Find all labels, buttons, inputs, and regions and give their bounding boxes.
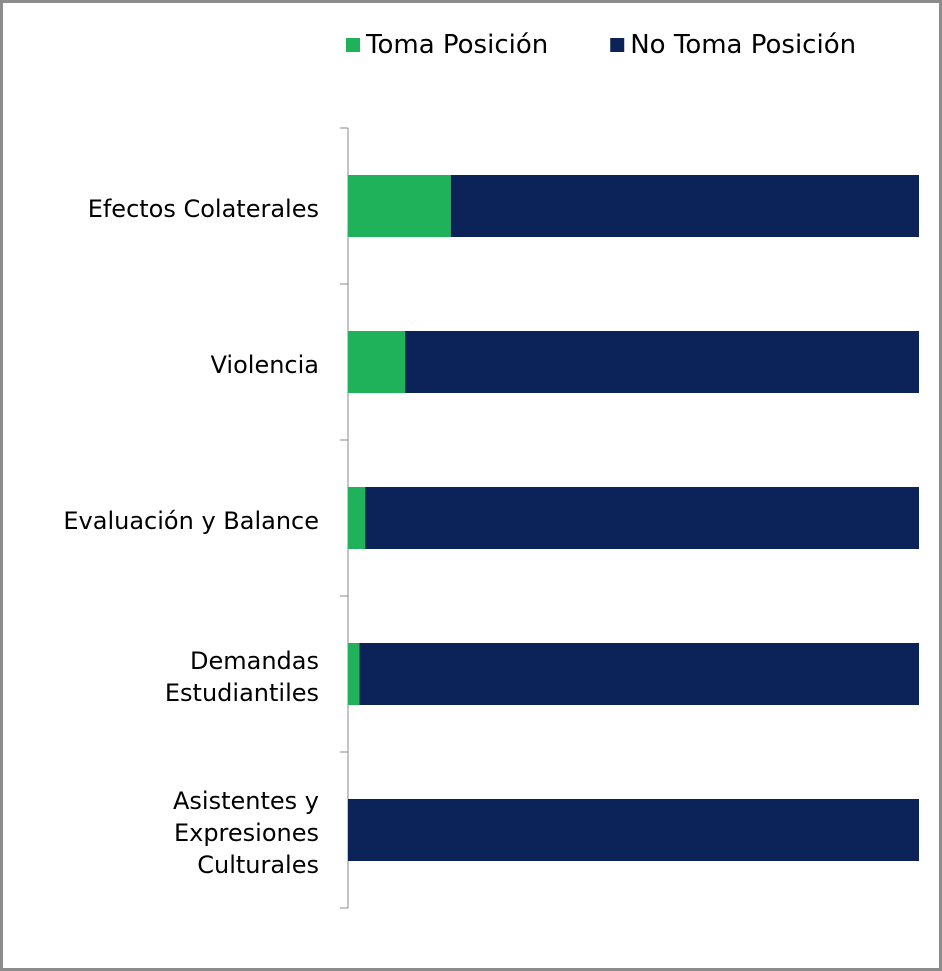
category-label: Efectos Colaterales — [87, 195, 319, 223]
legend-swatch — [346, 38, 360, 52]
bar-segment — [348, 643, 360, 705]
legend-label: Toma Posición — [365, 30, 548, 60]
bar-segment — [348, 175, 451, 237]
bar-segment — [359, 643, 919, 705]
category-label: Violencia — [210, 351, 319, 379]
category-label: Demandas Estudiantiles — [164, 647, 319, 707]
category-label: Evaluación y Balance — [63, 507, 319, 535]
category-label: Asistentes y Expresiones Culturales — [173, 787, 319, 879]
bar-segment — [365, 487, 919, 549]
bar-segment — [348, 487, 366, 549]
bar-segment — [450, 175, 919, 237]
bar-segment — [348, 799, 919, 861]
legend-swatch — [610, 38, 625, 52]
legend-label: No Toma Posición — [630, 30, 856, 60]
bar-segment — [348, 331, 406, 393]
bar-segment — [405, 331, 920, 393]
